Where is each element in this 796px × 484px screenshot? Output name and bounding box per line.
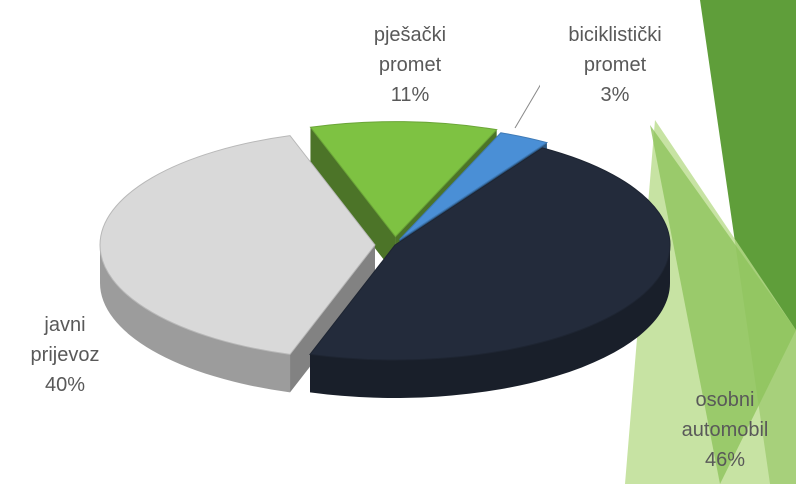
data-label: javni prijevoz 40% xyxy=(0,310,130,400)
category-label: biciklistički promet xyxy=(568,24,662,76)
category-label: pješački promet xyxy=(373,24,447,76)
pie xyxy=(99,121,671,398)
category-label: osobni automobil xyxy=(681,389,769,441)
slice xyxy=(399,132,549,241)
data-label: biciklistički promet 3% xyxy=(540,20,690,110)
slice xyxy=(309,121,498,238)
slice-side xyxy=(310,245,670,398)
value-label: 46% xyxy=(704,449,746,471)
slice-cut-face xyxy=(310,127,396,275)
value-label: 11% xyxy=(390,84,430,106)
slice xyxy=(99,135,376,355)
data-label: pješački promet 11% xyxy=(330,20,490,110)
category-label: javni prijevoz xyxy=(30,314,100,366)
data-label: osobni automobil 46% xyxy=(650,385,796,475)
slice xyxy=(309,147,671,361)
slice-side xyxy=(100,245,291,393)
decor-mid xyxy=(650,125,796,484)
value-label: 3% xyxy=(600,84,630,106)
value-label: 40% xyxy=(44,374,86,396)
